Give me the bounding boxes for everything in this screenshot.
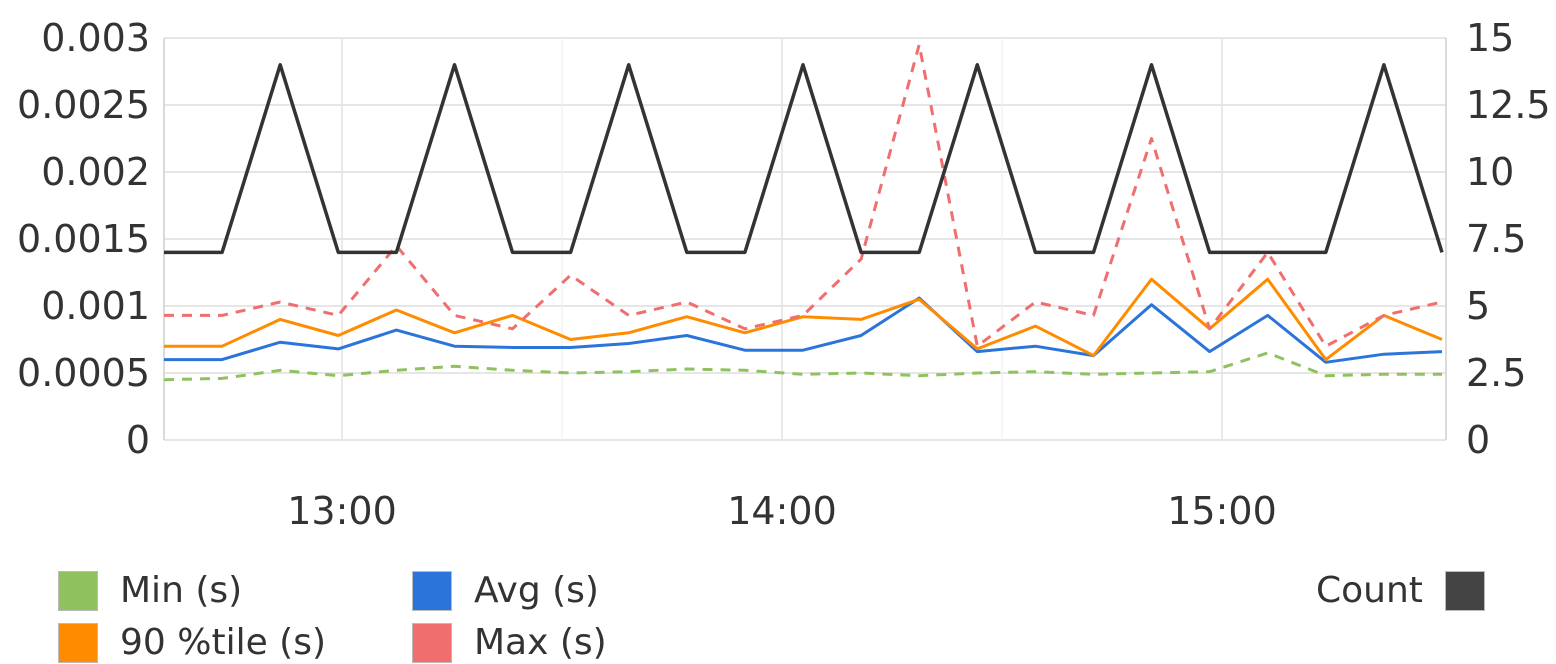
grid-lines (163, 37, 1447, 441)
y-tick-label-left: 0.0005 (17, 351, 150, 395)
legend-item-90tile[interactable]: 90 %tile (s) (58, 622, 326, 663)
y-tick-label-right: 12.5 (1466, 83, 1551, 127)
y-tick-label-right: 5 (1466, 284, 1490, 328)
legend-label-max: Max (s) (474, 622, 607, 663)
y-axis-right: 0 2.5 5 7.5 10 12.5 15 (1466, 16, 1551, 462)
legend-swatch-min (58, 570, 98, 611)
series-line-90-tile-s (164, 277, 1443, 362)
legend-label-min: Min (s) (120, 570, 243, 611)
x-axis: 13:00 14:00 15:00 (287, 489, 1277, 533)
x-tick-label: 15:00 (1167, 489, 1277, 533)
legend-item-avg[interactable]: Avg (s) (412, 570, 599, 611)
x-tick-label: 14:00 (727, 489, 837, 533)
legend-item-max[interactable]: Max (s) (412, 622, 607, 663)
series-line-avg-s (164, 296, 1443, 364)
legend-label-count: Count (1316, 570, 1423, 611)
legend-swatch-90tile (58, 622, 98, 663)
y-tick-label-left: 0 (126, 418, 150, 462)
y-tick-label-right: 7.5 (1466, 217, 1526, 261)
y-tick-label-left: 0.0015 (17, 217, 150, 261)
y-tick-label-left: 0.002 (41, 150, 150, 194)
x-tick-label: 13:00 (287, 489, 397, 533)
y-tick-label-right: 2.5 (1466, 351, 1526, 395)
y-axis-left: 0 0.0005 0.001 0.0015 0.002 0.0025 0.003 (17, 16, 150, 462)
series-line-max-s (164, 43, 1443, 348)
y-tick-label-right: 15 (1466, 16, 1514, 60)
y-tick-label-right: 0 (1466, 418, 1490, 462)
legend-swatch-max (412, 622, 452, 663)
legend-item-min[interactable]: Min (s) (58, 570, 242, 611)
y-tick-label-left: 0.003 (41, 16, 150, 60)
y-tick-label-right: 10 (1466, 150, 1514, 194)
y-tick-label-left: 0.0025 (17, 83, 150, 127)
legend-item-count[interactable]: Count (1316, 570, 1485, 611)
legend-swatch-count (1444, 570, 1485, 611)
legend-label-avg: Avg (s) (474, 570, 599, 611)
legend-swatch-avg (412, 570, 452, 611)
series-line-count (164, 63, 1444, 255)
series-line-min-s (163, 351, 1442, 382)
series-group (163, 43, 1444, 382)
legend-label-90tile: 90 %tile (s) (120, 622, 327, 663)
y-tick-label-left: 0.001 (41, 284, 150, 328)
